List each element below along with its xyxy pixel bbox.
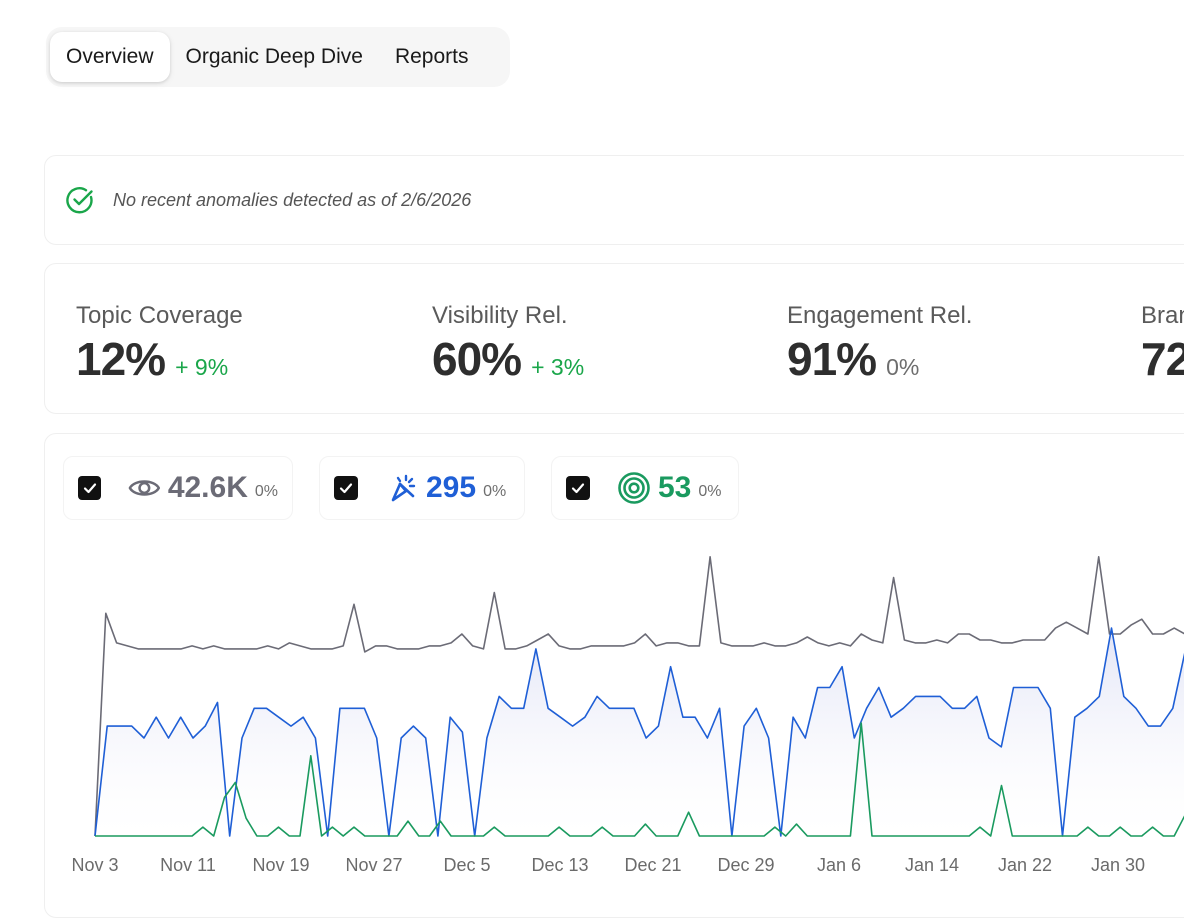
legend-change: 0%	[254, 483, 278, 500]
legend-value: 295	[426, 471, 477, 504]
target-icon	[618, 472, 650, 504]
x-tick-label: Dec 21	[624, 855, 681, 875]
metric-value: 60%	[432, 333, 522, 385]
x-tick-label: Jan 6	[817, 855, 861, 875]
metric-change: + 9%	[175, 354, 229, 380]
x-tick-label: Dec 13	[531, 855, 588, 875]
metric-engagement-rel: Engagement Rel. 91% 0%	[787, 302, 972, 386]
metric-brand: Bran 72	[1141, 302, 1184, 386]
chart-card: 42.6K 0% 295 0% 53 0%	[44, 433, 1184, 918]
x-tick-label: Nov 3	[71, 855, 118, 875]
series-line-0	[94, 556, 1184, 837]
legend-value: 53	[658, 471, 692, 504]
series-line-1	[94, 627, 1184, 837]
series-line-2	[95, 722, 1184, 837]
x-tick-label: Jan 30	[1091, 855, 1145, 875]
metric-change: 0%	[886, 354, 920, 380]
tab-overview[interactable]: Overview	[50, 32, 170, 82]
metric-label: Visibility Rel.	[432, 302, 568, 329]
metric-label: Bran	[1141, 302, 1184, 329]
metric-topic-coverage: Topic Coverage 12% + 9%	[76, 302, 243, 386]
series-checkbox[interactable]	[566, 476, 590, 500]
x-tick-label: Nov 11	[160, 855, 216, 875]
x-tick-label: Jan 14	[905, 855, 959, 875]
tab-reports[interactable]: Reports	[394, 45, 469, 68]
x-tick-label: Jan 22	[998, 855, 1052, 875]
x-tick-label: Nov 19	[252, 855, 309, 875]
legend-change: 0%	[698, 483, 722, 500]
metric-value: 72	[1141, 333, 1184, 385]
tab-bar: Overview Organic Deep Dive Reports	[46, 27, 510, 87]
check-circle-icon	[66, 187, 93, 214]
x-tick-label: Dec 5	[443, 855, 490, 875]
metric-label: Topic Coverage	[76, 302, 243, 329]
metric-visibility-rel: Visibility Rel. 60% + 3%	[432, 302, 584, 386]
cursor-click-icon	[391, 474, 416, 502]
x-tick-label: Nov 27	[345, 855, 402, 875]
anomaly-card: No recent anomalies detected as of 2/6/2…	[44, 155, 1184, 245]
legend-value: 42.6K	[167, 471, 248, 504]
legend-change: 0%	[483, 483, 507, 500]
metric-change: + 3%	[531, 354, 585, 380]
series-checkbox[interactable]	[78, 476, 102, 500]
checkmark-icon	[83, 483, 96, 494]
metric-value: 12%	[76, 333, 166, 385]
metric-label: Engagement Rel.	[787, 302, 973, 329]
checkmark-icon	[571, 483, 585, 494]
eye-icon	[128, 480, 161, 496]
checkmark-icon	[339, 483, 353, 494]
line-chart: Nov 3 Nov 11 Nov 19 Nov 27 Dec 5 Dec 13 Dec 21…	[71, 556, 1184, 875]
tab-organic-deep-dive[interactable]: Organic Deep Dive	[185, 45, 363, 68]
metric-value: 91%	[787, 333, 877, 385]
metrics-card: Topic Coverage 12% + 9% Visibility Rel. …	[44, 263, 1184, 414]
x-tick-label: Dec 29	[717, 855, 774, 875]
legend-impressions: 42.6K 0%	[63, 456, 293, 520]
series-area-fill	[95, 628, 1184, 836]
legend-clicks: 295 0%	[319, 456, 525, 520]
series-checkbox[interactable]	[334, 476, 358, 500]
legend-conversions: 53 0%	[551, 456, 739, 520]
anomaly-text: No recent anomalies detected as of 2/6/2…	[113, 189, 472, 210]
